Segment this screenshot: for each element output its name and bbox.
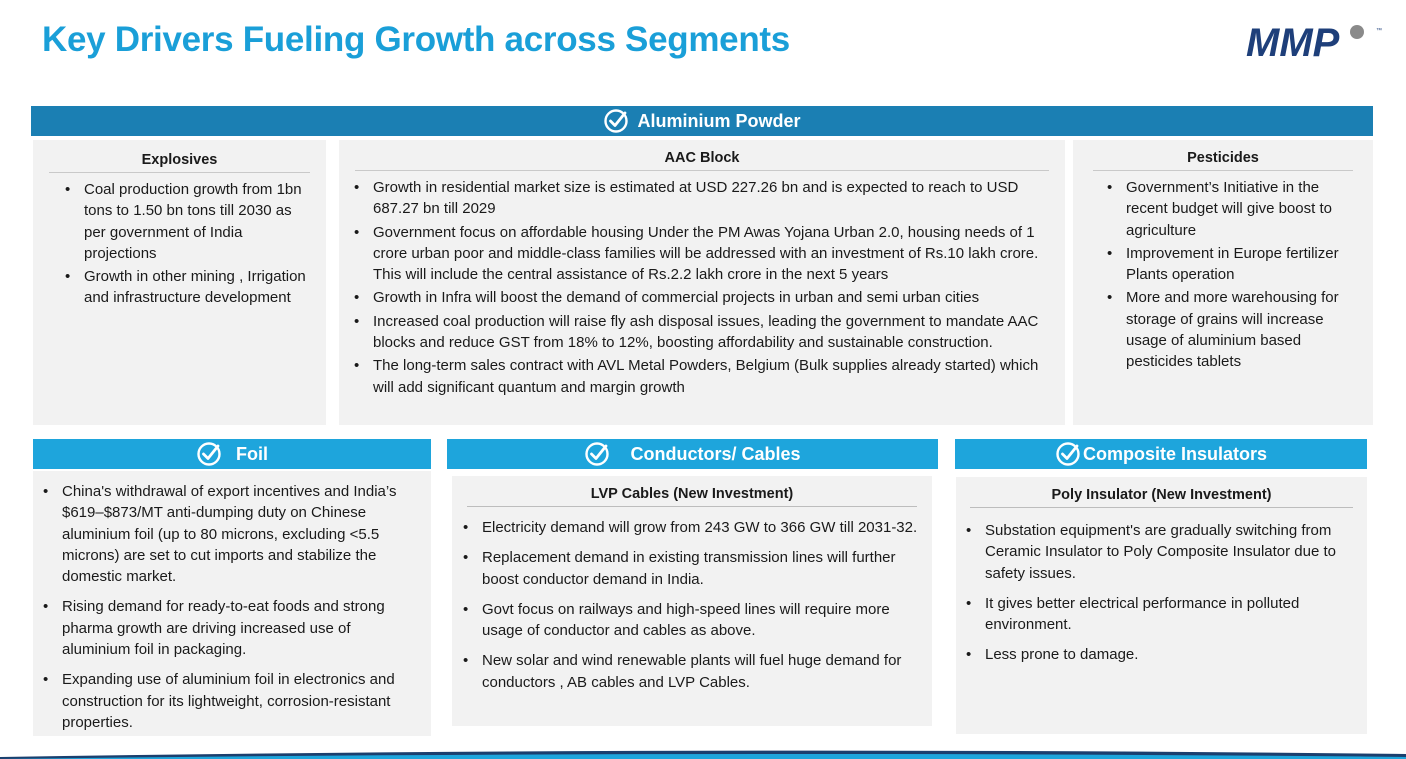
aluminium-powder-label: Aluminium Powder xyxy=(637,110,801,131)
conductors-card: LVP Cables (New Investment) Electricity … xyxy=(452,476,932,726)
list-item: Substation equipment's are gradually swi… xyxy=(964,520,1357,584)
aac-list: Growth in residential market size is est… xyxy=(339,171,1065,398)
list-item: It gives better electrical performance i… xyxy=(964,593,1357,636)
aluminium-powder-banner: Aluminium Powder xyxy=(31,106,1373,136)
list-item: Government focus on affordable housing U… xyxy=(352,222,1051,286)
svg-text:™: ™ xyxy=(1376,27,1382,34)
explosives-card: Explosives Coal production growth from 1… xyxy=(33,140,326,425)
list-item: Govt focus on railways and high-speed li… xyxy=(461,599,922,642)
list-item: New solar and wind renewable plants will… xyxy=(461,650,922,693)
logo-dot xyxy=(1350,25,1364,39)
check-circle-icon xyxy=(604,109,629,133)
pesticides-heading: Pesticides xyxy=(1093,140,1353,171)
list-item: Improvement in Europe fertilizer Plants … xyxy=(1105,243,1343,286)
check-circle-icon xyxy=(197,442,221,466)
mmp-logo: MMP ™ xyxy=(1246,21,1382,62)
list-item: China's withdrawal of export incentives … xyxy=(41,481,417,587)
page-title: Key Drivers Fueling Growth across Segmen… xyxy=(42,20,790,59)
composite-insulators-banner: Composite Insulators xyxy=(955,439,1367,469)
aac-block-card: AAC Block Growth in residential market s… xyxy=(339,140,1065,425)
insulators-card: Poly Insulator (New Investment) Substati… xyxy=(956,477,1367,734)
conductors-list: Electricity demand will grow from 243 GW… xyxy=(452,507,932,693)
check-circle-icon xyxy=(585,442,610,466)
list-item: Growth in Infra will boost the demand of… xyxy=(352,287,1051,309)
lvp-cables-heading: LVP Cables (New Investment) xyxy=(467,486,917,507)
explosives-heading: Explosives xyxy=(49,140,310,173)
logo-text: MMP xyxy=(1246,21,1340,62)
foil-banner: Foil xyxy=(33,439,431,469)
composite-insulators-label: Composite Insulators xyxy=(1082,443,1268,464)
list-item: Replacement demand in existing transmiss… xyxy=(461,547,922,590)
conductors-banner: Conductors/ Cables xyxy=(447,439,938,469)
foil-list: China's withdrawal of export incentives … xyxy=(33,471,431,733)
pesticides-card: Pesticides Government’s Initiative in th… xyxy=(1073,140,1373,425)
aac-heading: AAC Block xyxy=(355,140,1049,171)
list-item: Expanding use of aluminium foil in elect… xyxy=(41,669,417,733)
pesticides-list: Government’s Initiative in the recent bu… xyxy=(1073,171,1373,373)
insulators-list: Substation equipment's are gradually swi… xyxy=(956,508,1367,666)
poly-insulator-heading: Poly Insulator (New Investment) xyxy=(970,487,1353,508)
check-circle-icon xyxy=(1056,442,1080,466)
list-item: Increased coal production will raise fly… xyxy=(352,311,1051,354)
list-item: Rising demand for ready-to-eat foods and… xyxy=(41,596,417,660)
list-item: Government’s Initiative in the recent bu… xyxy=(1105,177,1343,241)
list-item: The long-term sales contract with AVL Me… xyxy=(352,355,1051,398)
explosives-list: Coal production growth from 1bn tons to … xyxy=(33,173,326,309)
foil-card: China's withdrawal of export incentives … xyxy=(33,471,431,736)
footer-swoosh xyxy=(0,750,1406,759)
list-item: More and more warehousing for storage of… xyxy=(1105,287,1343,372)
list-item: Coal production growth from 1bn tons to … xyxy=(63,179,312,264)
foil-label: Foil xyxy=(236,443,268,464)
list-item: Less prone to damage. xyxy=(964,644,1357,666)
list-item: Growth in other mining , Irrigation and … xyxy=(63,266,312,309)
list-item: Growth in residential market size is est… xyxy=(352,177,1051,220)
list-item: Electricity demand will grow from 243 GW… xyxy=(461,517,922,539)
conductors-label: Conductors/ Cables xyxy=(630,443,801,464)
